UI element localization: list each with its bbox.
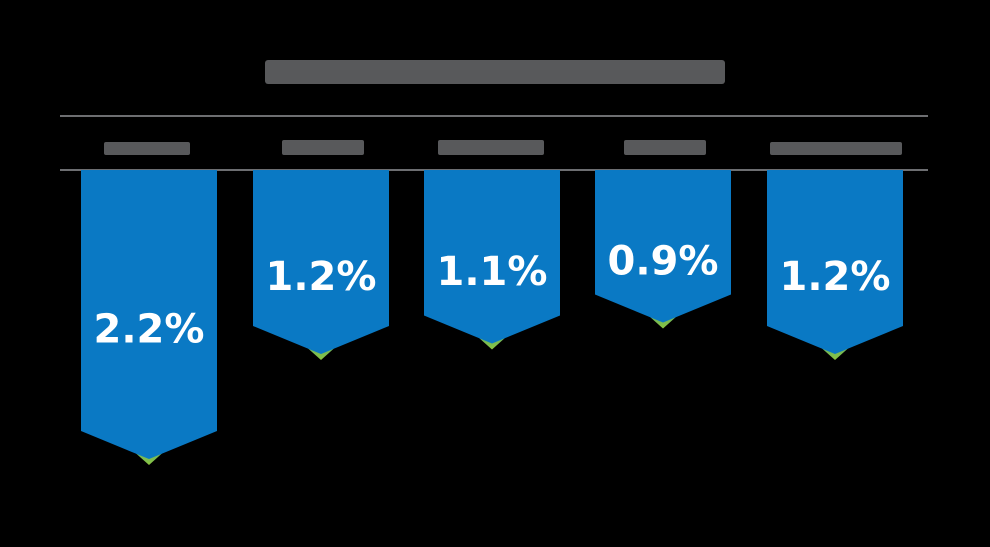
- bars-group: 2.2% 1.2% 1.1% 0.9% 1.2%: [81, 170, 903, 465]
- bar-value-label: 1.1%: [437, 249, 548, 295]
- title-bar: [265, 60, 725, 84]
- bar: [424, 170, 560, 344]
- bar-value-label: 1.2%: [266, 254, 377, 300]
- category-label-3: [438, 140, 544, 155]
- bar: [595, 170, 731, 323]
- bar-value-label: 0.9%: [608, 238, 719, 284]
- category-label-5: [770, 142, 902, 155]
- category-label-1: [104, 142, 190, 155]
- chart-title-placeholder: [265, 60, 725, 84]
- bar: [767, 170, 903, 354]
- bar: [81, 170, 217, 459]
- category-label-4: [624, 140, 706, 155]
- bar: [253, 170, 389, 354]
- category-label-2: [282, 140, 364, 155]
- bar-value-label: 2.2%: [94, 307, 205, 353]
- bar-value-label: 1.2%: [780, 254, 891, 300]
- category-labels: [104, 140, 902, 155]
